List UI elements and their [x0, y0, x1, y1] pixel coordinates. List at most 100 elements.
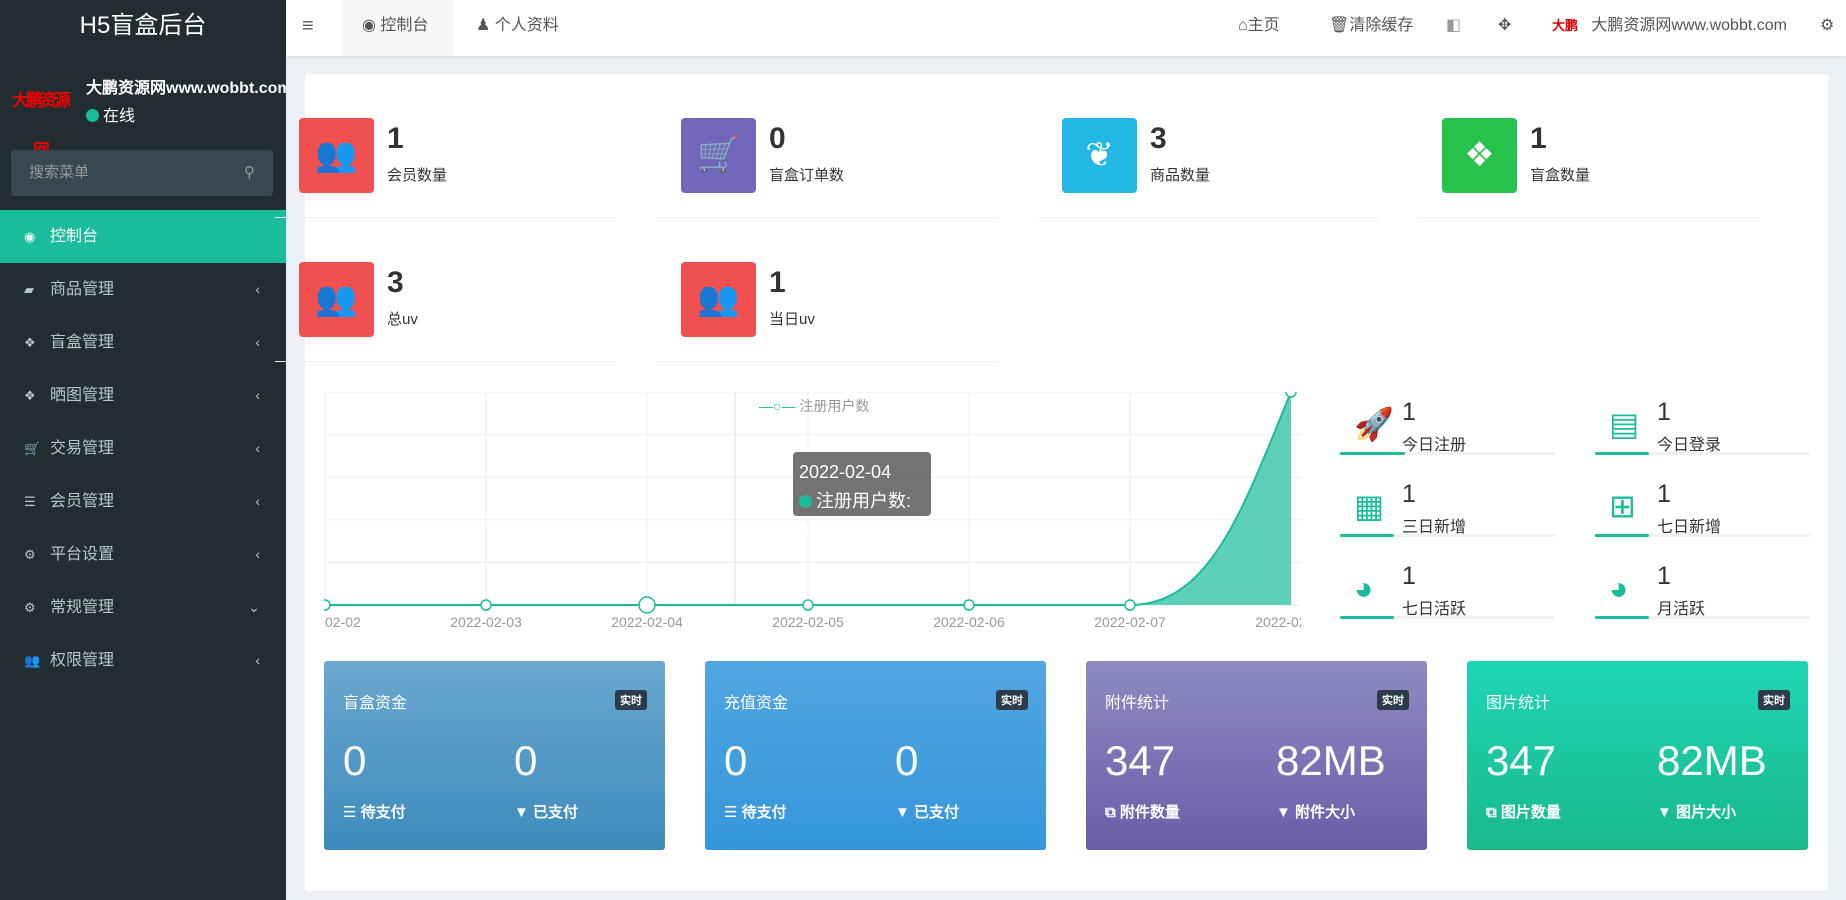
sidebar-item-4[interactable]: 🛒 交易管理 ‹	[0, 422, 286, 475]
status-text: 在线	[103, 108, 136, 125]
sidebar-item-0[interactable]: ◉ 控制台	[0, 210, 286, 263]
stat-value: 3	[1150, 122, 1167, 155]
sidebar-item-1[interactable]: ▰ 商品管理 ‹	[0, 263, 286, 316]
users-icon: 👥	[24, 653, 41, 668]
tab-dashboard[interactable]: ◉ 控制台	[342, 0, 454, 56]
realtime-badge: 实时	[1758, 690, 1790, 710]
card-sub-2: ▼ 附件大小	[1276, 801, 1355, 822]
card-sub-1: ☰ 待支付	[343, 801, 406, 822]
sidebar-item-8[interactable]: 👥 权限管理 ‹	[0, 634, 286, 687]
files-icon: ⧉	[1486, 804, 1497, 821]
stat-card: 👥 1 会员数量	[275, 74, 616, 218]
tab-label: 个人资料	[494, 17, 559, 34]
search-placeholder: 搜索菜单	[29, 164, 90, 181]
sidebar-item-label: 权限管理	[50, 652, 115, 669]
home-link[interactable]: ⌂主页	[1238, 0, 1280, 56]
realtime-badge: 实时	[996, 690, 1028, 710]
side-stat-label: 七日新增	[1657, 519, 1722, 536]
settings-gear-icon[interactable]: ⚙	[1820, 17, 1835, 34]
stat-card: ❖ 1 盲盒数量	[1418, 74, 1759, 218]
progress-bar	[1340, 452, 1555, 455]
progress-fill	[1340, 452, 1405, 455]
clear-cache-button[interactable]: 🗑清除缓存	[1329, 0, 1413, 56]
side-stat-value: 1	[1657, 480, 1671, 508]
card-sub-label: 已支付	[533, 804, 579, 821]
side-stat-label: 月活跃	[1657, 601, 1706, 618]
card-sub-2: ▼ 已支付	[514, 801, 578, 822]
user-menu[interactable]: 大鹏 大鹏资源网www.wobbt.com	[1552, 0, 1842, 56]
tab-label: 控制台	[380, 17, 429, 34]
side-stat: ◕ 1 七日活跃	[1340, 558, 1555, 640]
header-username: 大鹏资源网www.wobbt.com	[1591, 17, 1787, 34]
progress-fill	[1340, 616, 1394, 619]
card-value-1: 0	[724, 737, 748, 784]
side-stat: ◕ 1 月活跃	[1595, 558, 1810, 640]
sidebar-item-label: 晒图管理	[50, 387, 115, 404]
chart-tooltip: 2022-02-04 注册用户数: 0	[793, 452, 931, 540]
translate-icon[interactable]: ◧	[1446, 17, 1462, 34]
menu-toggle-icon[interactable]: ≡	[302, 15, 314, 37]
sidebar-item-3[interactable]: ❖ 晒图管理 ‹	[0, 369, 286, 422]
sidebar-item-2[interactable]: ❖ 盲盒管理 ‹	[0, 316, 286, 369]
sidebar-item-label: 会员管理	[50, 493, 115, 510]
card-value-2: 82MB	[1276, 737, 1386, 784]
users-icon: 👥	[299, 118, 374, 193]
sidebar-item-5[interactable]: ☰ 会员管理 ‹	[0, 475, 286, 528]
side-stat: 🚀 1 今日注册	[1340, 394, 1555, 476]
menu-search-input[interactable]: 搜索菜单 ⚲	[11, 150, 273, 196]
chevron-left-icon: ‹	[255, 440, 260, 456]
cart-icon: 🛒	[24, 441, 41, 456]
chevron-left-icon: ‹	[255, 334, 260, 350]
filter-icon: ▼	[895, 804, 910, 821]
x-tick-label: 2022-02-03	[450, 614, 522, 630]
legend-label: 注册用户数	[799, 398, 870, 414]
side-stat-value: 1	[1657, 398, 1671, 426]
progress-bar	[1595, 616, 1810, 619]
sidebar-item-7[interactable]: ⚙ 常规管理 ⌄	[0, 581, 286, 634]
card-sub-label: 附件大小	[1295, 804, 1356, 821]
id-card-icon: ▤	[1609, 406, 1640, 442]
x-tick-label: 2022-02-02	[324, 614, 361, 630]
x-tick-label: 2022-02-05	[772, 614, 844, 630]
chart-svg: 2022-02-02 2022-02-03 2022-02-04 2022-02-05…	[324, 392, 1301, 630]
card-sub-2: ▼ 图片大小	[1657, 801, 1736, 822]
stat-value: 1	[387, 122, 404, 155]
avatar: 大鹏资源网	[12, 91, 71, 161]
card-sub-label: 待支付	[360, 804, 406, 821]
card-title: 盲盒资金	[343, 695, 408, 712]
card-value-2: 82MB	[1657, 737, 1767, 784]
dropbox-icon: ❖	[1442, 118, 1517, 193]
filter-icon: ▼	[514, 804, 529, 821]
search-icon[interactable]: ⚲	[244, 164, 255, 181]
card-title: 附件统计	[1105, 695, 1170, 712]
summary-card: 附件统计 实时 347 82MB ⧉ 附件数量 ▼ 附件大小	[1086, 661, 1427, 850]
stat-value: 3	[387, 266, 404, 299]
app-logo[interactable]: H5盲盒后台	[0, 0, 286, 56]
card-sub-2: ▼ 已支付	[895, 801, 959, 822]
card-title: 充值资金	[724, 695, 789, 712]
progress-fill	[1595, 534, 1649, 537]
stat-label: 商品数量	[1150, 167, 1211, 184]
summary-card: 图片统计 实时 347 82MB ⧉ 图片数量 ▼ 图片大小	[1467, 661, 1808, 850]
user-avatar-small: 大鹏	[1552, 18, 1579, 33]
progress-bar	[1595, 452, 1810, 455]
tab-profile[interactable]: ♟ 个人资料	[476, 0, 559, 56]
chevron-down-icon: ⌄	[248, 599, 260, 615]
chevron-left-icon: ‹	[255, 281, 260, 297]
data-point	[1285, 392, 1297, 398]
stat-card: ❦ 3 商品数量	[1038, 74, 1379, 218]
summary-card: 充值资金 实时 0 0 ☰ 待支付 ▼ 已支付	[705, 661, 1046, 850]
tooltip-value: 注册用户数: 0	[799, 491, 912, 540]
x-tick-label: 2022-02-08	[1255, 614, 1301, 630]
user-circle-icon: ◕	[1354, 570, 1374, 606]
user-icon: ♟	[476, 17, 491, 34]
fullscreen-icon[interactable]: ✥	[1498, 17, 1512, 34]
stat-value: 0	[769, 122, 786, 155]
progress-bar	[1340, 534, 1555, 537]
chart-legend[interactable]: —○— 注册用户数	[759, 396, 869, 416]
sidebar-item-label: 交易管理	[50, 440, 115, 457]
sidebar-item-6[interactable]: ⚙ 平台设置 ‹	[0, 528, 286, 581]
card-sub-label: 附件数量	[1119, 804, 1180, 821]
stat-value: 1	[769, 266, 786, 299]
user-name: 大鹏资源网www.wobbt.com	[86, 80, 286, 97]
